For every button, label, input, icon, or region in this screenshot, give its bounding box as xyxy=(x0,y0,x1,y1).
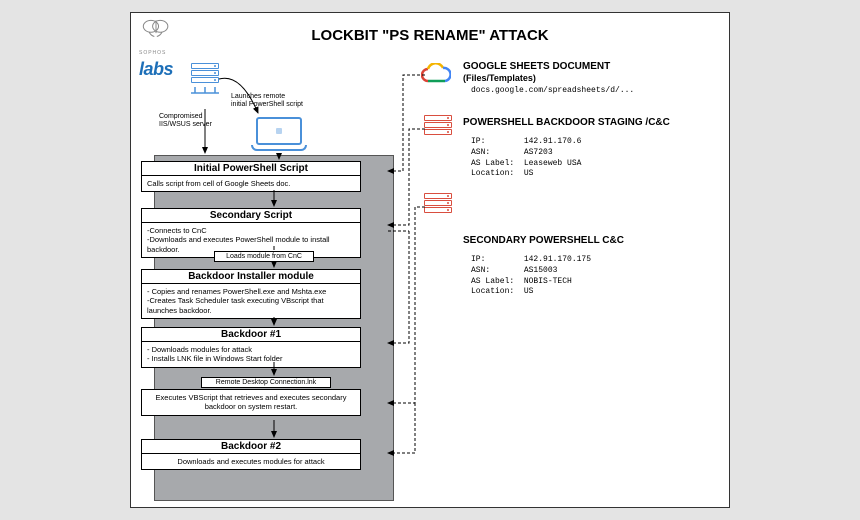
step-title: Backdoor Installer module xyxy=(142,270,360,284)
google-sheets-subtitle: (Files/Templates) xyxy=(463,73,536,83)
laptop-icon xyxy=(251,117,307,157)
step-title: Backdoor #1 xyxy=(142,328,360,342)
cc1-asn-line: ASN: AS7203 xyxy=(471,148,553,157)
logo-text: labs xyxy=(139,59,173,79)
step-title: Initial PowerShell Script xyxy=(142,162,360,176)
google-sheets-title: GOOGLE SHEETS DOCUMENT xyxy=(463,61,610,72)
diagram-title: LOCKBIT "PS RENAME" ATTACK xyxy=(131,27,729,44)
diagram-canvas: SOPHOS labs LOCKBIT "PS RENAME" ATTACK C… xyxy=(130,12,730,508)
cc2-server-icon xyxy=(424,193,452,214)
logo-small-text: SOPHOS xyxy=(139,50,166,56)
rdc-lnk-note: Remote Desktop Connection.lnk xyxy=(201,377,331,388)
cc1-ip-line: IP: 142.91.170.6 xyxy=(471,137,581,146)
step-backdoor-2: Backdoor #2 Downloads and executes modul… xyxy=(141,439,361,470)
cc1-server-icon xyxy=(424,115,452,136)
cc1-label-line: AS Label: Leaseweb USA xyxy=(471,159,581,168)
step-initial-script: Initial PowerShell Script Calls script f… xyxy=(141,161,361,192)
step-backdoor-installer: Backdoor Installer module - Copies and r… xyxy=(141,269,361,319)
step-title: Secondary Script xyxy=(142,209,360,223)
loads-module-note: Loads module from CnC xyxy=(214,251,314,262)
cc2-details: IP: 142.91.170.175 ASN: AS15003 AS Label… xyxy=(471,255,591,298)
google-cloud-icon xyxy=(421,63,451,89)
step-backdoor-1: Backdoor #1 - Downloads modules for atta… xyxy=(141,327,361,368)
google-sheets-url: docs.google.com/spreadsheets/d/... xyxy=(471,86,634,97)
cc2-title: SECONDARY POWERSHELL C&C xyxy=(463,235,624,246)
step-title: Backdoor #2 xyxy=(142,440,360,454)
compromised-server-icon xyxy=(191,63,219,102)
launch-label: Launches remote initial PowerShell scrip… xyxy=(231,93,303,109)
cc1-details: IP: 142.91.170.6 ASN: AS7203 AS Label: L… xyxy=(471,137,581,180)
cc1-title: POWERSHELL BACKDOOR STAGING /C&C xyxy=(463,117,670,128)
step-vbscript-exec: Executes VBScript that retrieves and exe… xyxy=(141,389,361,416)
compromised-server-label: Compromised IIS/WSUS server xyxy=(159,113,212,129)
cc1-loc-line: Location: US xyxy=(471,169,533,178)
